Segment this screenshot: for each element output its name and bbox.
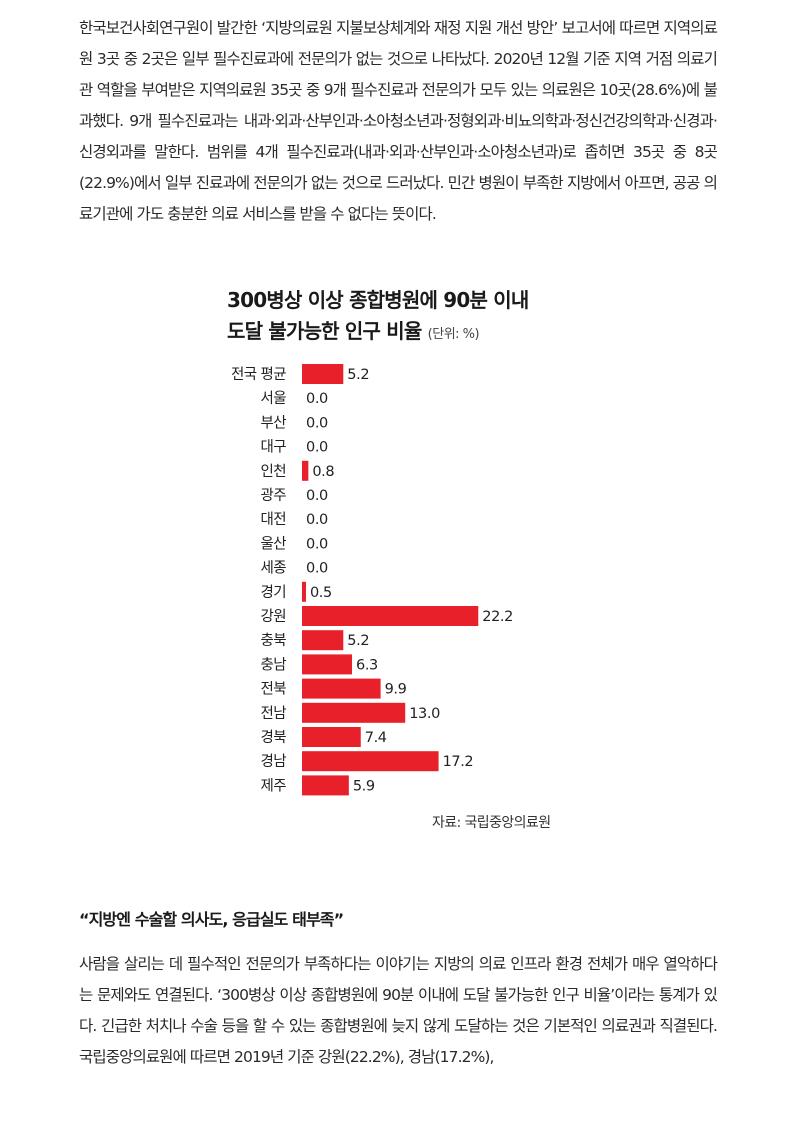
- value-label: 5.9: [353, 778, 375, 794]
- value-label: 17.2: [443, 754, 474, 770]
- bar: [302, 678, 381, 699]
- category-label: 충북: [261, 632, 287, 649]
- category-label: 전국 평균: [231, 366, 286, 383]
- category-label: 서울: [261, 390, 287, 407]
- article-paragraph: 한국보건사회연구원이 발간한 ‘지방의료원 지불보상체계와 재정 지원 개선 방…: [79, 19, 718, 223]
- value-label: 0.0: [306, 488, 328, 504]
- chart-title-line1: 300병상 이상 종합병원에 90분 이내: [227, 288, 529, 312]
- value-label: 0.8: [312, 464, 334, 480]
- bar: [302, 751, 439, 772]
- bar: [302, 727, 361, 747]
- value-label: 0.0: [306, 536, 328, 552]
- chart-title: 300병상 이상 종합병원에 90분 이내 도달 불가능한 인구 비율 (단위:…: [227, 285, 529, 350]
- value-label: 0.0: [306, 561, 328, 577]
- value-label: 0.0: [306, 512, 328, 528]
- value-label: 13.0: [409, 706, 440, 722]
- value-label: 0.5: [310, 585, 332, 601]
- category-label: 전북: [261, 681, 287, 698]
- chart-source: 자료: 국립중앙의료원: [432, 815, 551, 831]
- value-label: 22.2: [482, 609, 513, 625]
- category-label: 경남: [261, 753, 287, 770]
- article-paragraph-2: 사람을 살리는 데 필수적인 전문의가 부족하다는 이야기는 지방의 의료 인프…: [79, 955, 718, 1066]
- category-label: 경북: [261, 729, 287, 746]
- category-label: 광주: [261, 487, 287, 504]
- bar: [302, 364, 344, 384]
- category-label: 강원: [261, 608, 286, 625]
- chart-title-line2: 도달 불가능한 인구 비율 (단위: %): [227, 316, 528, 350]
- bar: [302, 606, 479, 626]
- bar: [302, 654, 353, 675]
- value-label: 7.4: [365, 730, 387, 746]
- value-label: 0.0: [306, 391, 328, 407]
- value-label: 9.9: [385, 682, 407, 698]
- value-label: 0.0: [306, 415, 328, 431]
- category-label: 인천: [261, 463, 286, 480]
- section-subheading: “지방엔 수술할 의사도, 응급실도 태부족”: [79, 910, 344, 929]
- category-label: 대전: [261, 511, 286, 528]
- value-label: 0.0: [306, 440, 328, 456]
- category-label: 세종: [261, 560, 287, 577]
- chart-unit: (단위: %): [427, 327, 480, 342]
- category-label: 충남: [261, 656, 287, 673]
- category-label: 대구: [261, 439, 287, 456]
- category-label: 제주: [261, 777, 287, 794]
- bar: [302, 460, 309, 481]
- value-label: 6.3: [356, 657, 378, 673]
- bar: [302, 702, 406, 723]
- category-label: 부산: [261, 414, 287, 431]
- category-label: 울산: [261, 535, 287, 552]
- chart-title-line2-text: 도달 불가능한 인구 비율: [227, 319, 422, 343]
- bar: [302, 630, 344, 651]
- value-label: 5.2: [347, 633, 369, 649]
- bar: [302, 775, 349, 796]
- bar: [302, 581, 306, 602]
- category-label: 경기: [261, 584, 286, 601]
- category-label: 전남: [261, 705, 287, 722]
- value-label: 5.2: [347, 367, 369, 383]
